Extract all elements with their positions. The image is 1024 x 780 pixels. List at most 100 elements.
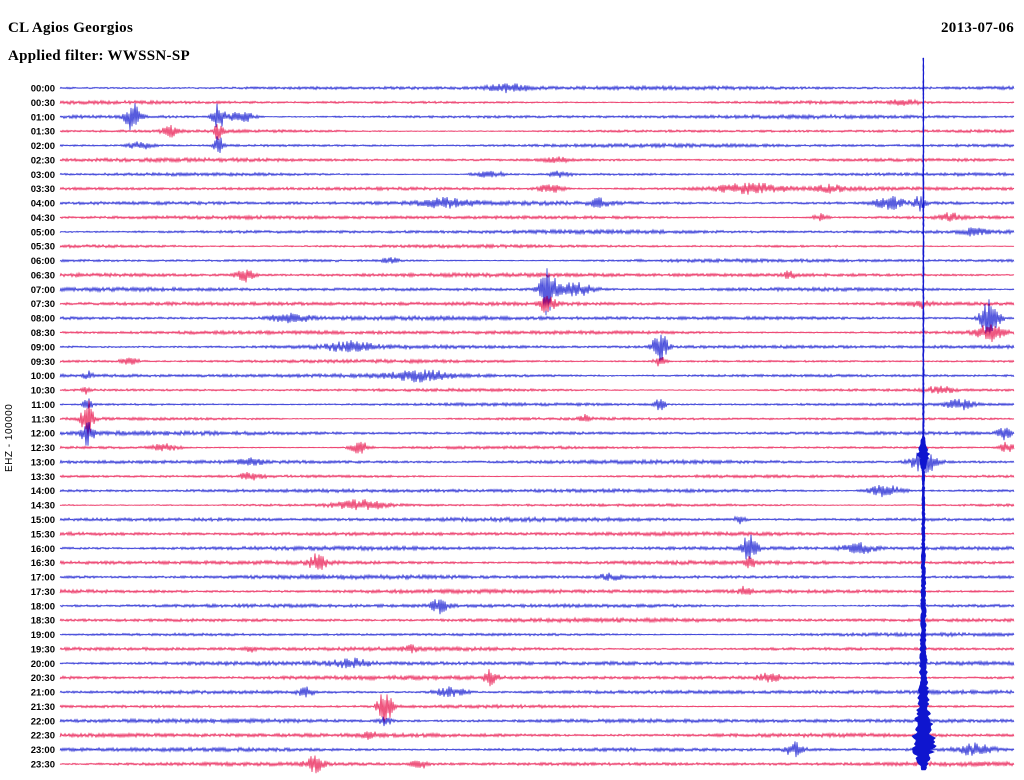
row-time-label: 10:30 — [31, 386, 55, 397]
row-time-label: 07:00 — [31, 285, 55, 296]
trace-row-15:00 — [59, 515, 1015, 525]
row-time-label: 06:30 — [31, 271, 55, 282]
date-label: 2013-07-06 — [941, 20, 1014, 36]
trace-row-02:30 — [59, 156, 1015, 164]
row-time-label: 14:30 — [31, 501, 55, 512]
trace-row-17:00 — [59, 572, 1015, 581]
row-time-label: 08:30 — [31, 328, 55, 339]
row-time-label: 19:30 — [31, 644, 55, 655]
row-time-label: 19:00 — [31, 630, 55, 641]
trace-row-06:30 — [59, 269, 1015, 283]
row-time-label: 14:00 — [31, 486, 55, 497]
row-time-label: 15:30 — [31, 529, 55, 540]
trace-row-10:00 — [59, 369, 1015, 383]
station-title: CL Agios Georgios — [8, 20, 134, 36]
row-time-label: 17:00 — [31, 573, 55, 584]
trace-row-22:30 — [59, 731, 1015, 740]
trace-row-12:30 — [59, 441, 1015, 454]
trace-row-16:30 — [59, 553, 1015, 570]
row-time-label: 05:00 — [31, 227, 55, 238]
row-time-label: 10:00 — [31, 371, 55, 382]
trace-row-01:00 — [59, 103, 1015, 131]
trace-row-00:00 — [59, 83, 1015, 94]
row-time-label: 00:00 — [31, 84, 55, 95]
trace-row-11:00 — [59, 398, 1015, 411]
trace-row-03:30 — [59, 182, 1015, 195]
row-time-label: 12:30 — [31, 443, 55, 454]
trace-row-08:30 — [59, 324, 1015, 343]
row-time-label: 11:00 — [31, 400, 55, 411]
trace-row-14:00 — [59, 485, 1015, 498]
trace-row-23:30 — [59, 755, 1015, 774]
row-time-label: 16:00 — [31, 544, 55, 555]
row-time-label: 02:00 — [31, 141, 55, 152]
trace-row-13:30 — [59, 472, 1015, 481]
row-time-label: 20:00 — [31, 659, 55, 670]
trace-row-08:00 — [59, 299, 1015, 337]
trace-row-14:30 — [59, 499, 1015, 511]
trace-row-21:30 — [59, 694, 1015, 724]
trace-row-03:00 — [59, 170, 1015, 178]
trace-row-13:00 — [59, 450, 1015, 474]
row-time-label: 00:30 — [31, 98, 55, 109]
trace-row-05:30 — [59, 243, 1015, 250]
trace-row-00:30 — [59, 98, 1015, 106]
row-time-label: 20:30 — [31, 673, 55, 684]
row-time-label: 07:30 — [31, 299, 55, 310]
row-time-label: 03:30 — [31, 184, 55, 195]
trace-row-17:30 — [59, 585, 1015, 595]
trace-row-04:30 — [59, 212, 1015, 222]
trace-row-18:30 — [59, 616, 1015, 624]
row-time-label: 04:00 — [31, 199, 55, 210]
trace-row-07:30 — [59, 295, 1015, 313]
row-time-label: 22:00 — [31, 716, 55, 727]
trace-row-05:00 — [59, 227, 1015, 237]
row-time-label: 06:00 — [31, 256, 55, 267]
trace-row-01:30 — [59, 124, 1015, 140]
trace-row-19:00 — [59, 631, 1015, 638]
trace-row-10:30 — [59, 385, 1015, 395]
trace-row-09:30 — [59, 357, 1015, 367]
trace-row-23:00 — [59, 741, 1015, 758]
row-time-label: 23:30 — [31, 760, 55, 771]
row-time-label: 15:00 — [31, 515, 55, 526]
trace-row-12:00 — [59, 422, 1015, 446]
trace-row-15:30 — [59, 530, 1015, 538]
row-time-label: 16:30 — [31, 558, 55, 569]
row-time-label: 02:30 — [31, 155, 55, 166]
row-time-label: 18:30 — [31, 616, 55, 627]
trace-row-22:00 — [59, 716, 1015, 727]
row-time-label: 13:30 — [31, 472, 55, 483]
trace-row-02:00 — [59, 136, 1015, 154]
trace-row-18:00 — [59, 599, 1015, 615]
row-time-label: 01:00 — [31, 112, 55, 123]
row-time-label: 01:30 — [31, 127, 55, 138]
filter-label: Applied filter: WWSSN-SP — [8, 48, 190, 64]
trace-row-20:00 — [59, 657, 1015, 669]
trace-row-09:00 — [59, 334, 1015, 362]
major-event-trace — [911, 57, 937, 771]
row-time-label: 09:00 — [31, 342, 55, 353]
trace-row-11:30 — [59, 400, 1015, 439]
row-time-label: 21:30 — [31, 702, 55, 713]
trace-row-21:00 — [59, 686, 1015, 698]
row-time-label: 03:00 — [31, 170, 55, 181]
row-time-label: 21:00 — [31, 688, 55, 699]
row-time-label: 11:30 — [31, 414, 55, 425]
row-time-label: 13:00 — [31, 458, 55, 469]
row-time-label: 05:30 — [31, 242, 55, 253]
row-time-label: 18:00 — [31, 601, 55, 612]
row-time-label: 17:30 — [31, 587, 55, 598]
trace-row-20:30 — [59, 669, 1015, 687]
row-time-label: 22:30 — [31, 731, 55, 742]
row-time-label: 12:00 — [31, 429, 55, 440]
row-time-label: 23:00 — [31, 745, 55, 756]
trace-row-07:00 — [59, 268, 1015, 316]
row-time-label: 04:30 — [31, 213, 55, 224]
trace-row-04:00 — [59, 195, 1015, 212]
trace-row-16:00 — [59, 534, 1015, 560]
row-time-label: 09:30 — [31, 357, 55, 368]
trace-row-19:30 — [59, 644, 1015, 654]
